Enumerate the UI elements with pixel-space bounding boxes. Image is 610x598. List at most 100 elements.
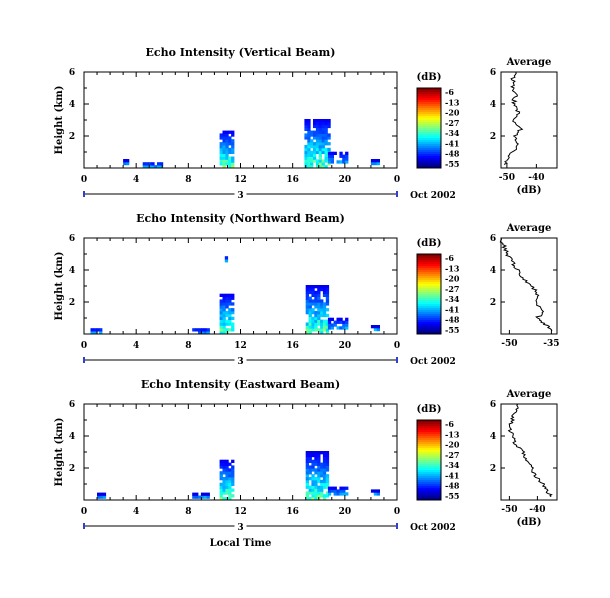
echo-pixel: [322, 482, 327, 486]
average-profile-line: [499, 237, 553, 332]
colorbar-tick-label: -27: [445, 118, 459, 128]
echo-pixel: [318, 133, 322, 137]
echo-pixel: [305, 494, 309, 498]
echo-pixel: [307, 145, 311, 149]
colorbar-tick-label: -27: [445, 284, 459, 294]
colorbar-tick-label: -27: [445, 450, 459, 460]
echo-pixel: [314, 451, 318, 455]
echo-pixel: [305, 305, 309, 309]
echo-pixel: [311, 325, 315, 329]
echo-pixel: [317, 471, 321, 475]
echo-pixel: [305, 485, 309, 489]
echo-pixel: [376, 161, 380, 166]
average-frame: [500, 403, 558, 501]
echo-pixel: [336, 317, 340, 321]
echo-pixel: [219, 293, 223, 297]
x-tick-label: 0: [81, 341, 87, 351]
colorbar-frame: [416, 253, 442, 335]
echo-pixel: [305, 491, 309, 495]
echo-pixel: [320, 305, 324, 309]
colorbar-band: [417, 482, 441, 485]
echo-pixel: [225, 313, 229, 318]
echo-pixel: [311, 287, 315, 292]
echo-pixel: [126, 159, 130, 163]
echo-pixel: [339, 151, 343, 155]
colorbar-band: [417, 308, 441, 311]
echo-pixel: [222, 136, 226, 140]
echo-pixel: [318, 121, 322, 126]
colorbar-band: [417, 110, 441, 113]
echo-pixel: [96, 328, 100, 332]
colorbar-band: [417, 138, 441, 141]
colorbar-band: [417, 164, 441, 167]
echo-pixel: [320, 308, 324, 312]
colorbar-band: [417, 122, 441, 125]
echo-pixel: [315, 150, 320, 154]
echo-pixel: [231, 311, 235, 315]
echo-pixel: [330, 486, 334, 490]
echo-pixel: [90, 331, 94, 335]
echo-pixel: [304, 150, 308, 154]
echo-pixel: [102, 495, 107, 499]
colorbar-band: [417, 304, 441, 307]
echo-pixel: [200, 495, 205, 499]
echo-pixel: [333, 320, 337, 324]
colorbar-tick-label: -41: [445, 304, 459, 314]
echo-pixel: [313, 156, 317, 160]
echo-pixel: [310, 165, 314, 169]
echo-heatmap: [123, 119, 380, 169]
echo-pixel: [321, 136, 325, 140]
date-bar-gap: [234, 354, 247, 365]
colorbar-band: [417, 494, 441, 497]
x-axis-label: Local Time: [210, 538, 272, 549]
echo-pixel: [373, 492, 378, 496]
echo-pixel: [317, 451, 321, 455]
echo-pixel: [222, 485, 226, 489]
colorbar-tick-label: -34: [445, 128, 460, 138]
echo-pixel: [311, 290, 315, 295]
average-y-tick-label: 6: [490, 234, 496, 244]
echo-pixel: [308, 497, 312, 501]
echo-pixel: [318, 147, 322, 152]
echo-pixel: [336, 326, 340, 330]
echo-pixel: [305, 497, 309, 501]
colorbar-band: [417, 462, 441, 465]
echo-pixel: [336, 320, 340, 324]
echo-pixel: [376, 159, 380, 163]
colorbar-unit: (dB): [417, 72, 442, 83]
echo-pixel: [308, 325, 312, 329]
echo-pixel: [322, 302, 327, 306]
echo-pixel: [315, 139, 320, 143]
echo-pixel: [307, 156, 311, 160]
colorbar-band: [417, 466, 441, 469]
colorbar-band: [417, 498, 441, 501]
echo-pixel: [322, 465, 327, 469]
colorbar-band: [417, 288, 441, 291]
echo-pixel: [231, 316, 235, 320]
echo-pixel: [311, 488, 315, 492]
echo-pixel: [305, 482, 309, 486]
colorbar-band: [417, 452, 441, 455]
echo-pixel: [314, 293, 318, 297]
echo-pixel: [317, 305, 321, 309]
colorbar-frame: [416, 419, 442, 501]
echo-pixel: [318, 162, 322, 166]
echo-pixel: [333, 492, 337, 496]
echo-pixel: [307, 165, 311, 169]
echo-pixel: [231, 142, 235, 146]
echo-pixel: [157, 162, 161, 166]
y-tick-label: 2: [69, 298, 75, 308]
echo-pixel: [311, 465, 315, 469]
echo-pixel: [314, 477, 318, 481]
echo-pixel: [219, 319, 223, 323]
echo-pixel: [305, 311, 309, 315]
echo-pixel: [327, 151, 332, 155]
echo-pixel: [225, 145, 229, 149]
echo-pixel: [325, 485, 330, 489]
colorbar-band: [417, 320, 441, 323]
echo-pixel: [318, 139, 322, 143]
echo-pixel: [225, 156, 229, 160]
echo-pixel: [327, 147, 331, 152]
echo-heatmap: [97, 451, 380, 501]
echo-pixel: [225, 462, 229, 466]
